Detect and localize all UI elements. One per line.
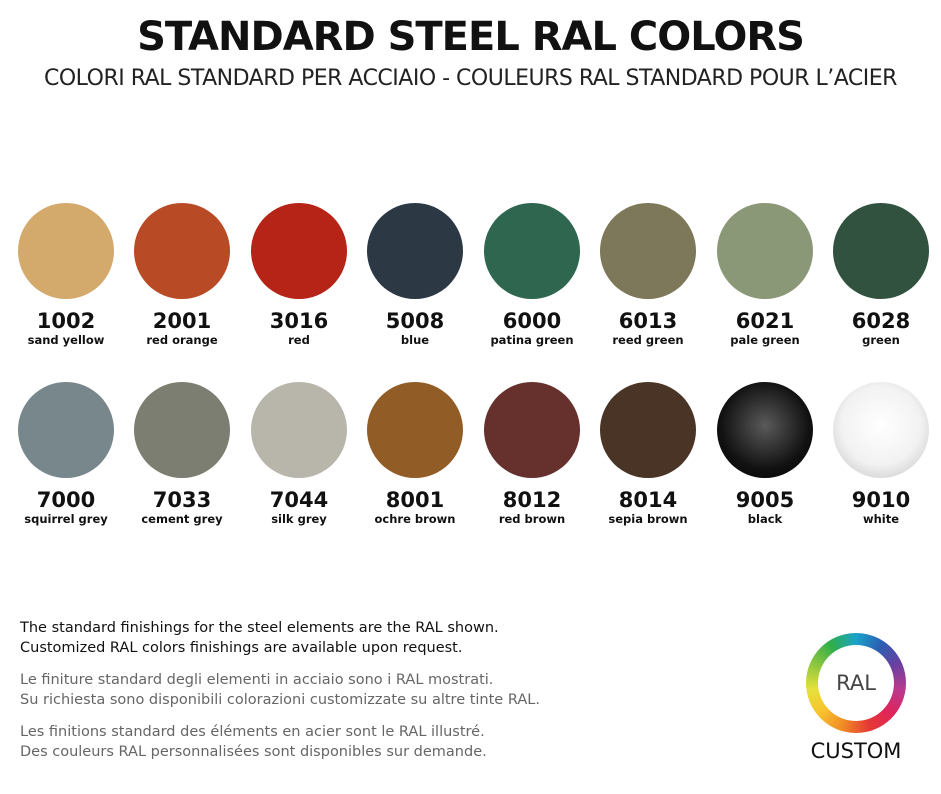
swatch-7033: 7033 cement grey bbox=[124, 382, 240, 526]
swatch-2001: 2001 red orange bbox=[124, 203, 240, 347]
notes-block: The standard finishings for the steel el… bbox=[20, 618, 720, 774]
color-dot bbox=[833, 203, 929, 299]
ral-name: white bbox=[862, 512, 900, 526]
color-dot bbox=[251, 382, 347, 478]
ral-custom-logo: RAL CUSTOM bbox=[806, 633, 906, 763]
color-dot bbox=[251, 203, 347, 299]
swatch-6013: 6013 reed green bbox=[590, 203, 706, 347]
note-french: Les finitions standard des éléments en a… bbox=[20, 722, 720, 762]
color-dot bbox=[600, 203, 696, 299]
ral-name: silk grey bbox=[271, 512, 327, 526]
ral-name: cement grey bbox=[141, 512, 223, 526]
ral-code: 7044 bbox=[269, 488, 329, 512]
note-line: The standard finishings for the steel el… bbox=[20, 620, 499, 636]
color-dot bbox=[833, 382, 929, 478]
page-title: STANDARD STEEL RAL COLORS bbox=[137, 14, 805, 60]
ral-code: 6000 bbox=[502, 309, 562, 333]
note-line: Des couleurs RAL personnalisées sont dis… bbox=[20, 744, 487, 760]
color-dot bbox=[717, 203, 813, 299]
color-dot bbox=[367, 382, 463, 478]
ral-logo-text: RAL bbox=[818, 645, 894, 721]
swatch-3016: 3016 red bbox=[241, 203, 357, 347]
swatch-7044: 7044 silk grey bbox=[241, 382, 357, 526]
swatch-5008: 5008 blue bbox=[357, 203, 473, 347]
ral-name: patina green bbox=[490, 333, 574, 347]
swatch-7000: 7000 squirrel grey bbox=[8, 382, 124, 526]
color-dot bbox=[717, 382, 813, 478]
swatch-6021: 6021 pale green bbox=[707, 203, 823, 347]
color-dot bbox=[134, 382, 230, 478]
ral-name: blue bbox=[400, 333, 430, 347]
color-dot bbox=[367, 203, 463, 299]
swatch-8012: 8012 red brown bbox=[474, 382, 590, 526]
ral-name: pale green bbox=[730, 333, 800, 347]
color-dot bbox=[134, 203, 230, 299]
ral-code: 7000 bbox=[36, 488, 96, 512]
ral-name: red orange bbox=[146, 333, 218, 347]
swatch-8014: 8014 sepia brown bbox=[590, 382, 706, 526]
note-line: Le finiture standard degli elementi in a… bbox=[20, 672, 494, 688]
ral-code: 6013 bbox=[618, 309, 678, 333]
ral-code: 9005 bbox=[735, 488, 795, 512]
ral-name: squirrel grey bbox=[24, 512, 108, 526]
ral-name: black bbox=[747, 512, 783, 526]
note-line: Su richiesta sono disponibili colorazion… bbox=[20, 692, 540, 708]
note-english: The standard finishings for the steel el… bbox=[20, 618, 720, 658]
note-line: Customized RAL colors finishings are ava… bbox=[20, 640, 463, 656]
ral-name: green bbox=[862, 333, 900, 347]
ral-name: reed green bbox=[612, 333, 684, 347]
swatch-8001: 8001 ochre brown bbox=[357, 382, 473, 526]
custom-label: CUSTOM bbox=[810, 739, 902, 763]
ral-name: red bbox=[288, 333, 310, 347]
ral-code: 8012 bbox=[502, 488, 562, 512]
ral-name: sepia brown bbox=[608, 512, 688, 526]
ral-name: sand yellow bbox=[27, 333, 105, 347]
ral-code: 3016 bbox=[269, 309, 329, 333]
ral-code: 2001 bbox=[152, 309, 212, 333]
color-dot bbox=[484, 203, 580, 299]
swatch-6000: 6000 patina green bbox=[474, 203, 590, 347]
note-italian: Le finiture standard degli elementi in a… bbox=[20, 670, 720, 710]
note-line: Les finitions standard des éléments en a… bbox=[20, 724, 485, 740]
page-subtitle: COLORI RAL STANDARD PER ACCIAIO - COULEU… bbox=[44, 66, 897, 91]
ral-name: ochre brown bbox=[374, 512, 456, 526]
color-dot bbox=[600, 382, 696, 478]
color-wheel-icon: RAL bbox=[806, 633, 906, 733]
swatch-1002: 1002 sand yellow bbox=[8, 203, 124, 347]
ral-code: 8014 bbox=[618, 488, 678, 512]
ral-code: 6028 bbox=[851, 309, 911, 333]
ral-code: 5008 bbox=[385, 309, 445, 333]
ral-name: red brown bbox=[498, 512, 566, 526]
color-dot bbox=[18, 203, 114, 299]
swatch-9005: 9005 black bbox=[707, 382, 823, 526]
color-dot bbox=[18, 382, 114, 478]
swatch-9010: 9010 white bbox=[823, 382, 939, 526]
swatch-6028: 6028 green bbox=[823, 203, 939, 347]
ral-code: 1002 bbox=[36, 309, 96, 333]
ral-code: 8001 bbox=[385, 488, 445, 512]
ral-code: 6021 bbox=[735, 309, 795, 333]
ral-code: 9010 bbox=[851, 488, 911, 512]
color-dot bbox=[484, 382, 580, 478]
ral-code: 7033 bbox=[152, 488, 212, 512]
